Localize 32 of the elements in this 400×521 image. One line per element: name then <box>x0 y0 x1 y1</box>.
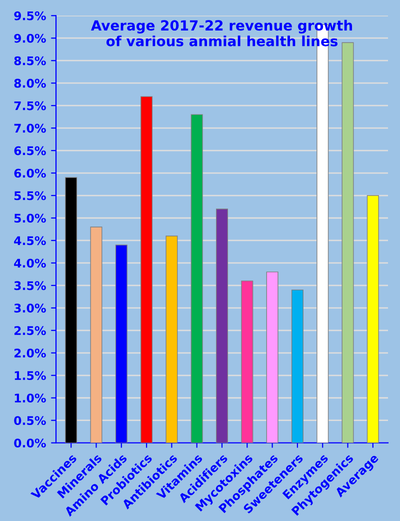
y-tick-label: 2.0% <box>14 348 46 358</box>
y-tick-label: 3.5% <box>14 281 46 290</box>
text: Average 2017-22 revenue growth of various anmial health lines <box>90 20 352 46</box>
y-tick-label: 9.5% <box>14 11 46 20</box>
y-tick-label: 8.5% <box>14 56 46 66</box>
y-tick-label: 0.5% <box>14 416 46 426</box>
y-tick-label: 6.5% <box>14 146 46 156</box>
y-tick-label: 4.0% <box>14 258 46 268</box>
bar <box>166 236 178 443</box>
y-tick-label: 7.0% <box>14 124 46 133</box>
y-tick-label: 1.0% <box>14 394 46 403</box>
y-tick-label: 5.0% <box>14 214 46 223</box>
y-tick-label: 7.5% <box>14 101 46 110</box>
y-tick-label: 4.5% <box>14 236 46 246</box>
bar <box>65 177 78 443</box>
bar <box>90 226 102 443</box>
y-tick-label: 6.0% <box>14 168 46 178</box>
bar <box>366 195 379 443</box>
y-tick-label: 0.0% <box>14 438 46 448</box>
y-tick-label: 9.0% <box>14 34 46 43</box>
bar <box>342 42 354 443</box>
y-tick-label: 8.0% <box>14 78 46 88</box>
bar <box>140 96 153 443</box>
y-tick-label: 1.5% <box>14 371 46 380</box>
bar <box>241 280 254 443</box>
bar <box>190 114 203 443</box>
bar <box>291 290 304 443</box>
bar <box>266 272 278 443</box>
y-tick-label: 2.5% <box>14 326 46 336</box>
y-tick-label: 5.5% <box>14 191 46 200</box>
bar <box>216 208 228 443</box>
y-tick-label: 3.0% <box>14 304 46 313</box>
